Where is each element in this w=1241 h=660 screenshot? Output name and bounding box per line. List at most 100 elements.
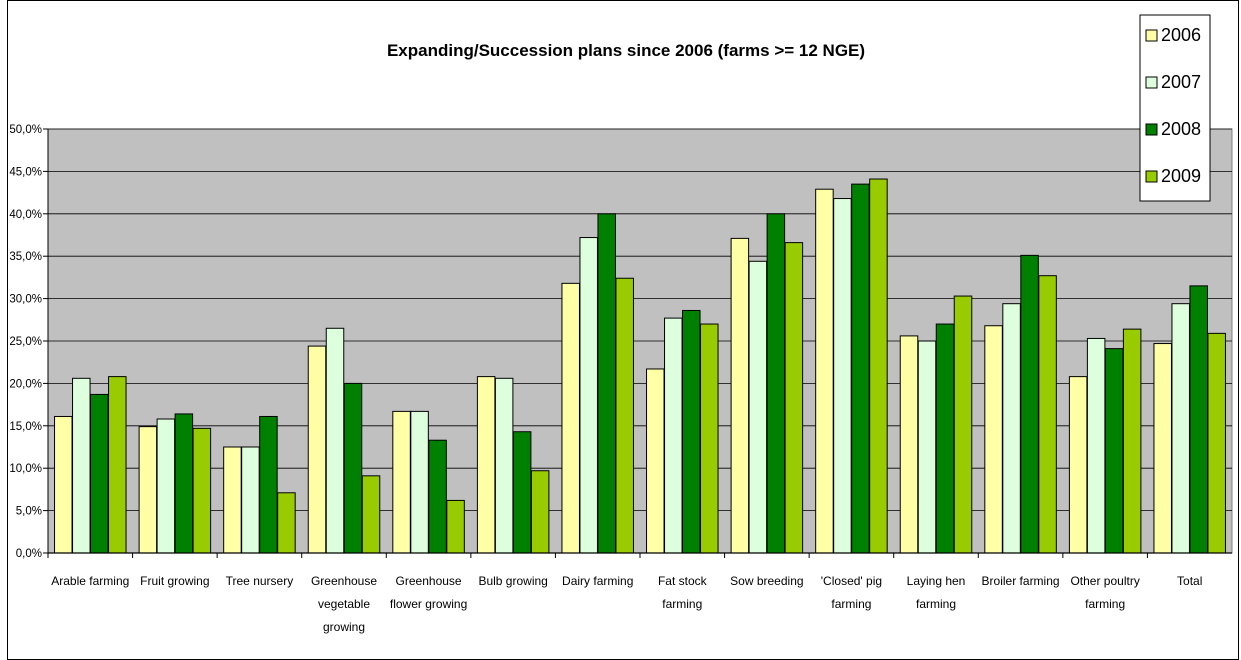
bar-2007 [410,410,429,554]
x-category-label: Greenhouse [396,574,462,588]
bar-2009 [784,242,804,554]
x-category-label: farming [1085,597,1125,611]
bar-2006 [54,415,73,554]
legend-swatch [1145,29,1158,42]
bar-2008 [851,183,870,554]
bar-2009 [446,499,465,554]
legend-box [1139,14,1211,202]
x-category-label: vegetable [318,597,370,611]
bar-2006 [223,446,242,554]
bar-2009 [1122,328,1142,554]
legend: 2006 2007 2008 2009 [1139,14,1211,202]
bar-2006 [646,368,665,554]
x-category-label: Fruit growing [140,574,209,588]
bar-2006 [899,335,919,554]
bar-2006 [476,376,496,554]
x-category-label: Sow breeding [730,574,803,588]
bar-2009 [953,295,973,554]
y-tick-label: 50,0% [9,124,42,136]
x-category-label: Arable farming [51,574,129,588]
bar-2006 [138,426,158,554]
x-category-label: Fat stock [658,574,708,588]
bar-2008 [597,213,616,554]
legend-swatch [1145,170,1158,183]
y-tick-label: 45,0% [9,166,42,178]
legend-swatch [1145,123,1158,136]
bar-2009 [277,492,296,554]
x-category-label: Total [1177,574,1202,588]
x-category-label: farming [662,597,702,611]
y-tick-label: 30,0% [9,294,42,306]
x-category-label: Broiler farming [982,574,1060,588]
x-category-label: Tree nursery [226,574,294,588]
bar-2008 [1020,254,1039,554]
bar-2008 [90,393,109,554]
bars [54,178,1226,554]
bar-2007 [72,377,91,554]
bar-2007 [1171,303,1190,554]
bar-2009 [1038,275,1057,554]
bar-2007 [833,198,852,554]
bar-2007 [494,377,514,554]
bar-2008 [174,413,194,554]
bar-2008 [935,323,955,554]
x-category-label: Greenhouse [311,574,377,588]
bar-2008 [512,431,532,554]
y-tick-label: 15,0% [9,421,42,433]
bar-2006 [815,188,834,554]
y-tick-label: 40,0% [9,209,42,221]
bar-2007 [748,260,768,554]
bar-2006 [561,282,580,554]
bar-2006 [730,237,750,554]
y-tick-label: 10,0% [9,463,42,475]
y-tick-label: 0,0% [16,548,42,560]
bar-2007 [917,340,937,554]
bar-2008 [682,309,701,554]
bar-2009 [869,178,888,554]
bar-2007 [241,446,260,554]
legend-label: 2008 [1161,119,1201,139]
bar-2009 [615,277,634,554]
bar-2008 [766,213,786,554]
bar-2009 [108,376,127,554]
bar-2009 [192,427,212,554]
bar-2006 [1068,376,1088,554]
legend-label: 2007 [1161,72,1201,92]
bar-2007 [325,327,345,554]
legend-label: 2006 [1161,25,1201,45]
x-category-label: farming [831,597,871,611]
y-tick-label: 20,0% [9,378,42,390]
bar-2008 [1104,348,1124,554]
x-category-label: growing [323,620,365,634]
chart-title: Expanding/Succession plans since 2006 (f… [387,41,865,60]
y-axis: 0,0% 5,0% 10,0% 15,0% 20,0% 25,0% 30,0% 35,0% 40… [9,124,49,560]
x-axis: Arable farming Fruit growing Tree nursery G… [47,552,1232,634]
legend-swatch [1145,76,1158,89]
x-category-label: Dairy farming [562,574,633,588]
bar-2007 [156,418,176,554]
bar-2008 [428,439,447,554]
x-category-label: Other poultry [1070,574,1139,588]
bar-2006 [984,325,1003,554]
y-tick-label: 25,0% [9,336,42,348]
x-category-label: flower growing [390,597,467,611]
x-category-label: farming [916,597,956,611]
legend-label: 2009 [1161,166,1201,186]
bar-2009 [361,475,381,554]
bar-2006 [392,410,411,554]
x-category-label: Laying hen [907,574,966,588]
bar-2007 [1002,303,1021,554]
bar-2007 [664,317,683,554]
bar-2008 [1189,285,1208,554]
bar-2006 [1153,343,1172,554]
x-category-label: 'Closed' pig [821,574,882,588]
x-category-label: Bulb growing [478,574,547,588]
bar-2006 [307,345,327,554]
bar-2008 [343,382,363,554]
bar-2008 [259,415,278,554]
bar-2009 [1207,332,1226,554]
bar-2009 [530,470,550,554]
bar-2007 [1086,337,1106,554]
bar-2009 [700,323,719,554]
